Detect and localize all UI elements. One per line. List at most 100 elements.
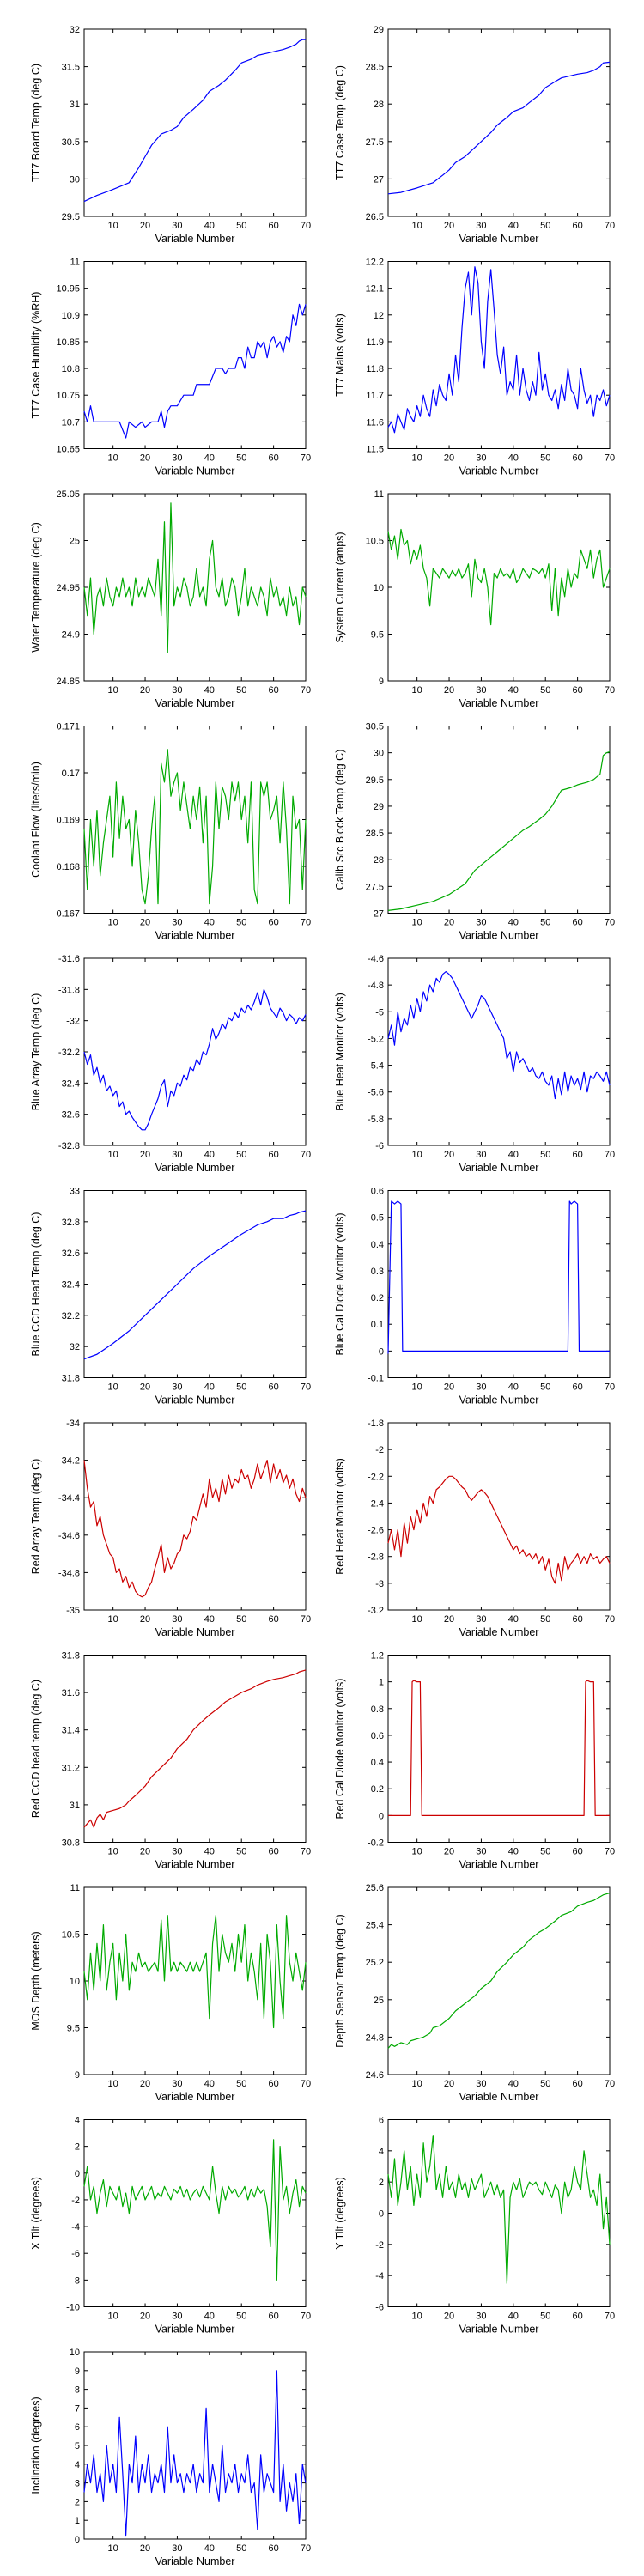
y-axis-label: Water Temperature (deg C) <box>30 522 42 652</box>
y-axis-label: Blue Array Temp (deg C) <box>30 993 42 1111</box>
chart-18: 10 20 30 40 50 60 70 24.6 24.8 25 25.2 25.4 25.6 Vari… <box>334 1883 615 2103</box>
y-tick-label: 11.7 <box>366 391 384 401</box>
y-tick-label: 6 <box>75 2422 80 2433</box>
chart-2: 10 20 30 40 50 60 70 26.5 27 27.5 28 28.5 29 Variable… <box>334 25 615 245</box>
y-axis-label: Blue CCD Head Temp (deg C) <box>30 1212 42 1357</box>
y-tick-label: -31.6 <box>58 954 80 964</box>
x-tick-label: 50 <box>540 1614 550 1625</box>
series-line <box>83 988 307 1131</box>
x-tick-label: 50 <box>236 1150 246 1160</box>
x-tick-label: 40 <box>204 2312 215 2322</box>
x-tick-label: 70 <box>605 453 615 464</box>
y-tick-label: -2 <box>71 2196 80 2206</box>
x-tick-label: 70 <box>301 685 311 696</box>
x-tick-label: 20 <box>444 685 454 696</box>
series-line <box>83 1669 307 1828</box>
x-tick-label: 30 <box>476 2312 486 2322</box>
chart-9: 10 20 30 40 50 60 70 -31.6 -31.8 -32 -32.2 -32.4 -32… <box>30 954 311 1174</box>
x-tick-label: 40 <box>508 2312 519 2322</box>
y-tick-label: 30 <box>374 749 384 759</box>
y-tick-label: 27.5 <box>366 137 384 148</box>
y-tick-label: 25.2 <box>366 1958 384 1968</box>
x-axis-label: Variable Number <box>155 1394 235 1406</box>
y-tick-label: 2 <box>379 2178 384 2188</box>
plot-frame <box>83 2119 307 2307</box>
x-tick-label: 50 <box>236 221 246 231</box>
x-tick-label: 60 <box>572 1382 582 1393</box>
y-tick-label: 31.2 <box>62 1763 80 1773</box>
y-axis-label: TT7 Board Temp (deg C) <box>30 64 42 182</box>
x-tick-label: 40 <box>204 918 215 928</box>
y-tick-label: 29.5 <box>62 212 80 222</box>
x-tick-label: 50 <box>236 2079 246 2089</box>
y-tick-label: 10 <box>374 583 384 593</box>
x-tick-label: 20 <box>444 1847 454 1857</box>
y-axis-label: TT7 Mains (volts) <box>334 313 346 397</box>
series-line <box>83 502 307 653</box>
x-tick-label: 10 <box>412 1382 422 1393</box>
x-tick-label: 20 <box>444 453 454 464</box>
y-axis-label: X Tilt (degrees) <box>30 2177 42 2250</box>
y-axis-label: System Current (amps) <box>334 532 346 642</box>
plot-frame <box>387 1422 611 1611</box>
y-tick-label: 33 <box>70 1187 80 1197</box>
x-tick-label: 40 <box>204 1847 215 1857</box>
plot-frame <box>83 2351 307 2540</box>
x-tick-label: 10 <box>108 2079 118 2089</box>
plot-frame <box>387 957 611 1146</box>
plot-frame <box>83 1886 307 2075</box>
x-tick-label: 20 <box>444 1382 454 1393</box>
y-tick-label: 12 <box>374 311 384 321</box>
y-tick-label: 10.7 <box>62 417 80 428</box>
y-tick-label: 4 <box>75 2460 80 2470</box>
x-tick-label: 20 <box>140 453 150 464</box>
y-tick-label: 0.17 <box>62 769 80 779</box>
x-tick-label: 50 <box>236 918 246 928</box>
y-tick-label: -4 <box>71 2222 80 2233</box>
x-axis-label: Variable Number <box>459 233 539 245</box>
x-tick-label: 30 <box>476 2079 486 2089</box>
x-tick-label: 70 <box>301 1150 311 1160</box>
y-tick-label: -0.1 <box>368 1374 384 1384</box>
x-axis-label: Variable Number <box>155 1626 235 1638</box>
y-tick-label: -31.8 <box>58 985 80 995</box>
y-axis-label: Blue Cal Diode Monitor (volts) <box>334 1212 346 1355</box>
y-axis-label: Blue Heat Monitor (volts) <box>334 993 346 1111</box>
x-tick-label: 20 <box>140 1150 150 1160</box>
y-tick-label: 25 <box>374 1996 384 2006</box>
plot-frame <box>83 726 307 914</box>
y-tick-label: 10.75 <box>56 391 80 401</box>
y-tick-label: 32.2 <box>62 1311 80 1321</box>
x-axis-label: Variable Number <box>459 465 539 477</box>
x-tick-label: 60 <box>268 2079 278 2089</box>
y-tick-label: -6 <box>375 1141 384 1151</box>
x-tick-label: 10 <box>108 2543 118 2554</box>
y-tick-label: -1.8 <box>368 1419 384 1429</box>
x-tick-label: 70 <box>301 2079 311 2089</box>
y-tick-label: 24.8 <box>366 2032 384 2043</box>
x-tick-label: 50 <box>236 2312 246 2322</box>
y-tick-label: 10.95 <box>56 284 80 295</box>
x-tick-label: 20 <box>140 685 150 696</box>
y-tick-label: -4.6 <box>368 954 384 964</box>
y-tick-label: 0.2 <box>371 1293 384 1303</box>
x-axis-label: Variable Number <box>155 1859 235 1871</box>
x-tick-label: 20 <box>444 221 454 231</box>
x-tick-label: 40 <box>508 1150 519 1160</box>
x-tick-label: 60 <box>572 1150 582 1160</box>
x-tick-label: 60 <box>268 1150 278 1160</box>
x-tick-label: 30 <box>172 685 182 696</box>
x-tick-label: 60 <box>572 2079 582 2089</box>
y-tick-label: -2.8 <box>368 1552 384 1563</box>
x-tick-label: 30 <box>172 453 182 464</box>
x-tick-label: 70 <box>301 1847 311 1857</box>
x-tick-label: 70 <box>605 685 615 696</box>
series-line <box>387 528 611 626</box>
x-tick-label: 70 <box>605 2312 615 2322</box>
y-tick-label: 28.5 <box>366 63 384 73</box>
x-tick-label: 50 <box>540 453 550 464</box>
y-axis-label: Red Array Temp (deg C) <box>30 1459 42 1575</box>
x-tick-label: 60 <box>572 1614 582 1625</box>
y-tick-label: 30.5 <box>62 137 80 148</box>
plot-frame <box>387 726 611 914</box>
